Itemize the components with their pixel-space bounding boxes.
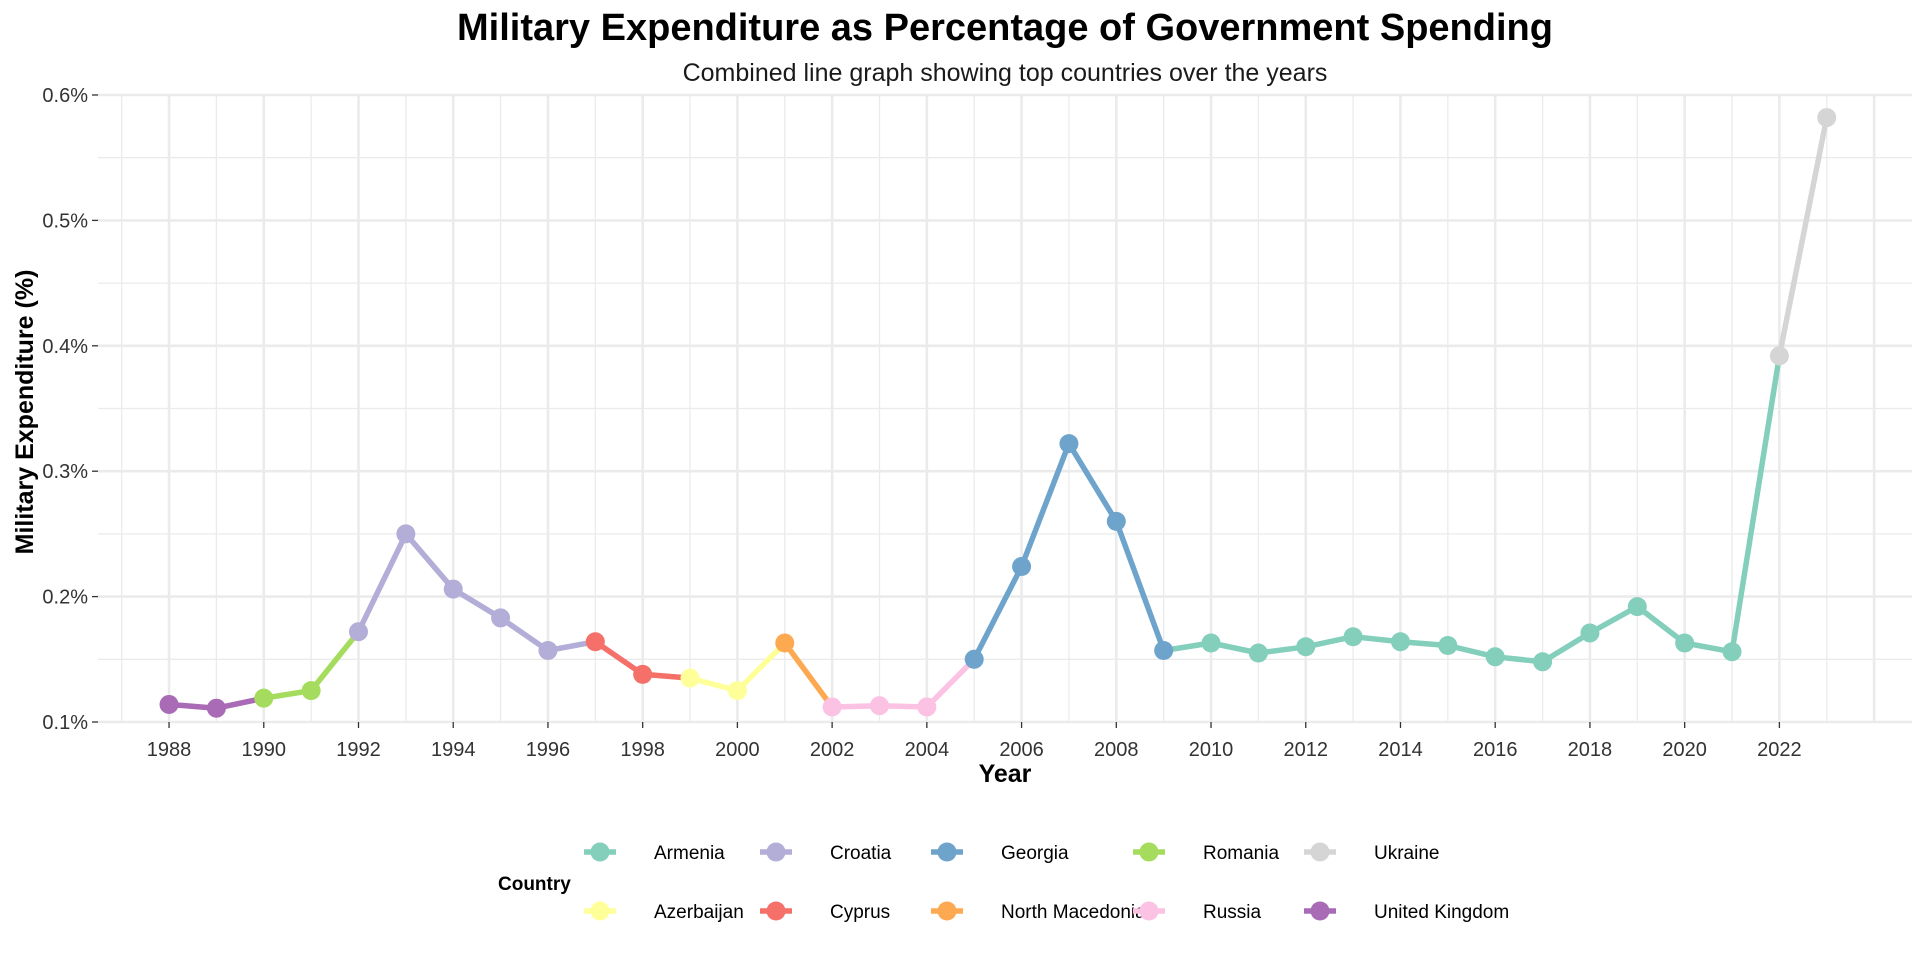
legend-label-georgia: Georgia <box>1001 843 1069 864</box>
series-line-north-macedonia <box>782 640 835 710</box>
y-tick-label: 0.1% <box>42 712 88 734</box>
data-point <box>727 681 747 701</box>
x-tick-label: 2004 <box>905 739 950 761</box>
data-point <box>680 668 700 688</box>
y-tick-label: 0.2% <box>42 587 88 609</box>
data-point <box>1438 636 1458 656</box>
data-point <box>1675 633 1695 653</box>
data-point <box>301 681 321 701</box>
series-line-russia <box>829 656 977 710</box>
x-tick-label: 2002 <box>810 739 855 761</box>
x-tick-label: 1996 <box>526 739 571 761</box>
y-tick-label: 0.4% <box>42 336 88 358</box>
data-point <box>1580 623 1600 643</box>
data-point <box>1201 633 1221 653</box>
legend-label-united-kingdom: United Kingdom <box>1374 902 1509 923</box>
x-axis-title: Year <box>979 760 1032 788</box>
data-point <box>1769 346 1789 366</box>
legend-key-point-armenia <box>590 842 610 862</box>
legend-title: Country <box>498 874 571 895</box>
data-point <box>775 633 795 653</box>
legend-label-romania: Romania <box>1203 843 1279 864</box>
y-tick-label: 0.6% <box>42 85 88 107</box>
data-point <box>1390 632 1410 652</box>
data-point <box>396 524 416 544</box>
y-axis-title: Military Expenditure (%) <box>11 270 39 555</box>
x-tick-label: 1994 <box>431 739 476 761</box>
data-point <box>538 641 558 661</box>
y-tick-label: 0.3% <box>42 461 88 483</box>
data-point <box>1154 641 1174 661</box>
x-tick-label: 2016 <box>1473 739 1518 761</box>
data-point <box>1722 642 1742 662</box>
data-point <box>585 632 605 652</box>
x-tick-label: 1998 <box>620 739 665 761</box>
legend-key-point-cyprus <box>766 901 786 921</box>
legend-key-point-united-kingdom <box>1310 901 1330 921</box>
data-point <box>348 622 368 642</box>
legend-key-point-croatia <box>766 842 786 862</box>
x-tick-label: 2010 <box>1189 739 1234 761</box>
data-point <box>1296 637 1316 657</box>
data-point <box>822 697 842 717</box>
data-point <box>1533 652 1553 672</box>
series-line-croatia <box>355 531 599 654</box>
data-point <box>1106 511 1126 531</box>
legend-key-point-azerbaijan <box>590 901 610 921</box>
x-tick-label: 1988 <box>147 739 192 761</box>
chart-subtitle: Combined line graph showing top countrie… <box>683 59 1328 87</box>
data-points <box>159 108 1837 718</box>
x-tick-label: 2020 <box>1662 739 1707 761</box>
legend-key-point-georgia <box>937 842 957 862</box>
data-point <box>159 694 179 714</box>
data-point <box>1343 627 1363 647</box>
data-point <box>1012 557 1032 577</box>
x-tick-label: 2008 <box>1094 739 1139 761</box>
data-point <box>443 579 463 599</box>
data-point <box>1059 434 1079 454</box>
grid <box>98 93 1912 724</box>
legend-key-point-russia <box>1139 901 1159 921</box>
y-axis-ticks: 0.1% 0.2% 0.3% 0.4% 0.5% 0.6% <box>42 85 98 734</box>
data-point <box>206 698 226 718</box>
x-tick-label: 2012 <box>1284 739 1329 761</box>
data-point <box>254 688 274 708</box>
x-tick-label: 1990 <box>242 739 287 761</box>
legend-label-armenia: Armenia <box>654 843 725 864</box>
y-tick-label: 0.5% <box>42 210 88 232</box>
x-tick-label: 2000 <box>715 739 760 761</box>
data-point <box>1627 597 1647 617</box>
legend-key-point-north-macedonia <box>937 901 957 921</box>
data-point <box>491 608 511 628</box>
x-tick-label: 2006 <box>999 739 1044 761</box>
legend-label-north-macedonia: North Macedonia <box>1001 902 1146 923</box>
data-point <box>869 696 889 716</box>
legend-key-point-ukraine <box>1310 842 1330 862</box>
data-point <box>633 664 653 684</box>
x-tick-label: 2018 <box>1568 739 1613 761</box>
data-point <box>1248 643 1268 663</box>
series-lines <box>166 114 1830 711</box>
data-point <box>1817 108 1837 128</box>
legend-label-ukraine: Ukraine <box>1374 843 1439 864</box>
data-point <box>917 697 937 717</box>
series-line-armenia <box>1160 353 1783 665</box>
legend: Country Armenia Croatia Georgia Romania Ukra… <box>498 842 1509 923</box>
legend-label-cyprus: Cyprus <box>830 902 890 923</box>
x-tick-label: 1992 <box>336 739 381 761</box>
x-tick-label: 2022 <box>1757 739 1802 761</box>
series-line-ukraine <box>1776 114 1830 359</box>
chart-title: Military Expenditure as Percentage of Go… <box>457 7 1553 49</box>
data-point <box>964 649 984 669</box>
x-axis-ticks: 1988 1990 1992 1994 1996 1998 2000 2002 2004 2006… <box>147 722 1802 761</box>
legend-label-russia: Russia <box>1203 902 1262 923</box>
legend-label-azerbaijan: Azerbaijan <box>654 902 744 923</box>
x-tick-label: 2014 <box>1378 739 1423 761</box>
legend-key-point-romania <box>1139 842 1159 862</box>
legend-label-croatia: Croatia <box>830 843 892 864</box>
data-point <box>1485 647 1505 667</box>
